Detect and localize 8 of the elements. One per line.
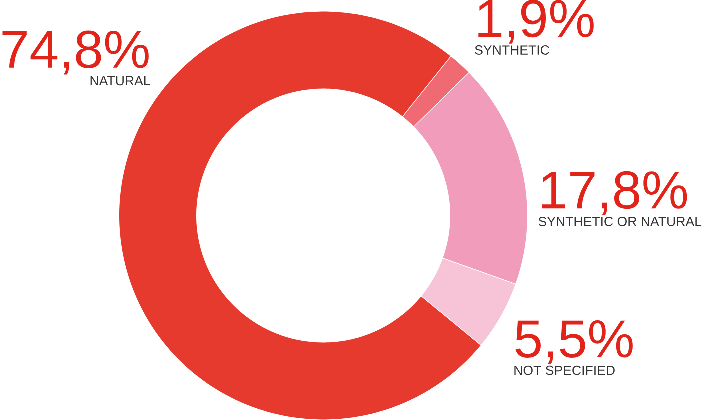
slice-label: NATURAL [90, 76, 150, 86]
data-label: 74,8% [2, 30, 149, 75]
data-label: 17,8% [542, 171, 688, 216]
slice-label: SYNTHETIC [475, 45, 550, 55]
slice-label: SYNTHETIC OR NATURAL [538, 216, 702, 226]
slice-label: NOT SPECIFIED [514, 366, 615, 376]
data-label: 5,5% [516, 320, 633, 364]
data-label: 1,9% [478, 0, 594, 44]
